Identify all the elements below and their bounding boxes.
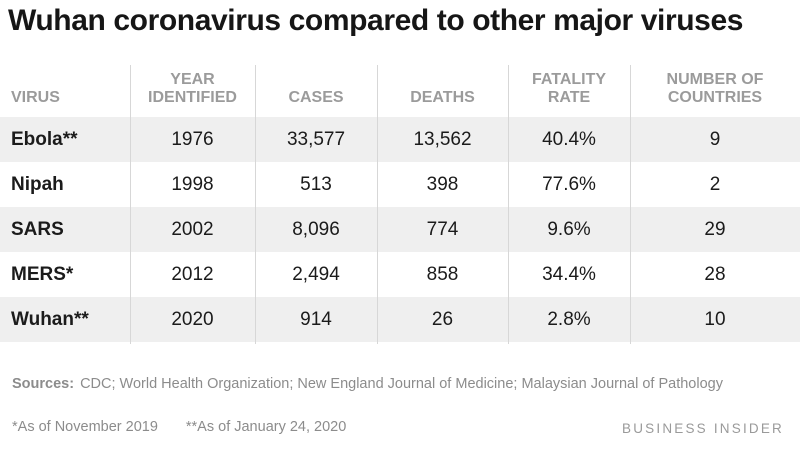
- cell-virus: Ebola**: [11, 128, 78, 150]
- cell-number-of-countries: 28: [704, 263, 726, 285]
- column-divider: [377, 65, 378, 344]
- table-body: Ebola** 1976 33,577 13,562 40.4% 9 Nipah 1998 51…: [0, 117, 800, 342]
- column-header-number-of-countries: NUMBER OF COUNTRIES: [666, 71, 764, 106]
- table-row: Ebola** 1976 33,577 13,562 40.4% 9: [0, 117, 800, 162]
- cell-cases: 8,096: [292, 218, 340, 240]
- brand-logo-text: BUSINESS INSIDER: [622, 421, 784, 436]
- cell-year-identified: 2002: [171, 218, 214, 240]
- chart-title: Wuhan coronavirus compared to other majo…: [8, 4, 744, 37]
- table-row: MERS* 2012 2,494 858 34.4% 28: [0, 252, 800, 297]
- cell-virus: Nipah: [11, 173, 64, 195]
- cell-virus: MERS*: [11, 263, 74, 285]
- table-row: Wuhan** 2020 914 26 2.8% 10: [0, 297, 800, 342]
- cell-fatality-rate: 34.4%: [542, 263, 596, 285]
- cell-fatality-rate: 40.4%: [542, 128, 596, 150]
- cell-deaths: 13,562: [413, 128, 472, 150]
- column-header-cases: CASES: [288, 89, 344, 106]
- table-row: SARS 2002 8,096 774 9.6% 29: [0, 207, 800, 252]
- column-divider: [508, 65, 509, 344]
- cell-cases: 914: [300, 308, 332, 330]
- cell-number-of-countries: 29: [704, 218, 726, 240]
- cell-virus: SARS: [11, 218, 64, 240]
- table-row: Nipah 1998 513 398 77.6% 2: [0, 162, 800, 207]
- cell-year-identified: 1998: [171, 173, 214, 195]
- cell-deaths: 774: [426, 218, 459, 240]
- cell-number-of-countries: 10: [704, 308, 726, 330]
- cell-cases: 33,577: [286, 128, 346, 150]
- column-divider: [630, 65, 631, 344]
- cell-number-of-countries: 9: [709, 128, 721, 150]
- cell-deaths: 398: [426, 173, 459, 195]
- cell-year-identified: 1976: [171, 128, 214, 150]
- column-header-deaths: DEATHS: [410, 89, 475, 106]
- cell-cases: 513: [300, 173, 332, 195]
- footnote-single-asterisk: *As of November 2019: [12, 419, 158, 435]
- cell-year-identified: 2012: [171, 263, 214, 285]
- column-header-year-identified: YEAR IDENTIFIED: [148, 71, 237, 106]
- cell-cases: 2,494: [292, 263, 340, 285]
- footnote-double-asterisk: **As of January 24, 2020: [185, 419, 347, 435]
- virus-comparison-table: VIRUS YEAR IDENTIFIED CASES DEATHS FATAL…: [0, 65, 800, 344]
- sources-label: Sources:: [12, 376, 75, 392]
- column-divider: [255, 65, 256, 344]
- column-divider: [130, 65, 131, 344]
- footnotes: *As of November 2019 **As of January 24, …: [12, 419, 346, 435]
- sources-text: CDC; World Health Organization; New Engl…: [80, 376, 723, 392]
- table-header-row: VIRUS YEAR IDENTIFIED CASES DEATHS FATAL…: [0, 65, 800, 117]
- cell-fatality-rate: 2.8%: [547, 308, 591, 330]
- column-header-virus: VIRUS: [11, 89, 60, 106]
- sources-line: Sources: CDC; World Health Organization; …: [12, 376, 723, 392]
- column-header-fatality-rate: FATALITY RATE: [531, 71, 607, 106]
- cell-deaths: 858: [426, 263, 459, 285]
- cell-fatality-rate: 77.6%: [542, 173, 596, 195]
- cell-deaths: 26: [431, 308, 454, 330]
- cell-year-identified: 2020: [171, 308, 214, 330]
- cell-fatality-rate: 9.6%: [547, 218, 591, 240]
- cell-number-of-countries: 2: [709, 173, 721, 195]
- cell-virus: Wuhan**: [11, 308, 89, 330]
